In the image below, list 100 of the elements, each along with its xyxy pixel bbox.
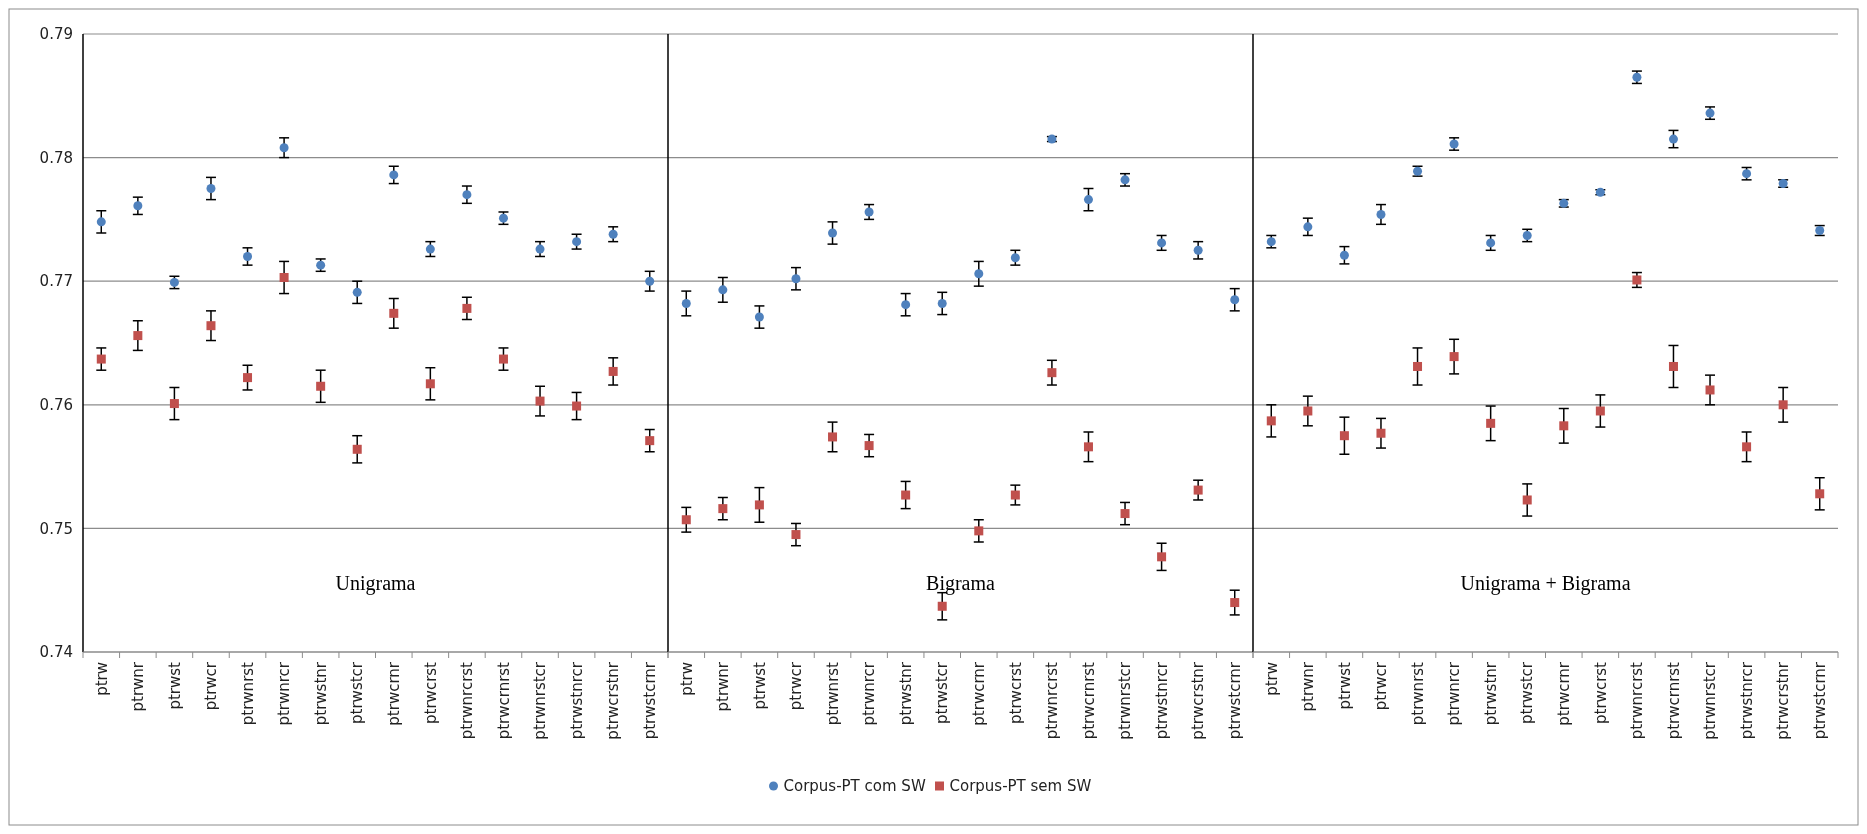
point <box>974 269 984 279</box>
x-tick-label: ptrwcrst <box>421 661 440 724</box>
point <box>791 530 801 540</box>
x-tick-label: ptrwstnrcr <box>1152 661 1171 740</box>
point <box>1632 275 1642 285</box>
point <box>243 251 253 261</box>
x-tick-label: ptrwstcrnr <box>1810 661 1829 740</box>
point <box>645 436 655 446</box>
x-tick-label: ptrw <box>677 662 696 696</box>
legend-label: Corpus-PT com SW <box>783 777 926 796</box>
x-tick-label: ptrwst <box>750 661 769 710</box>
point <box>1595 406 1605 416</box>
point <box>1193 245 1203 255</box>
x-tick-label: ptrwnrst <box>823 661 842 726</box>
point <box>572 401 582 411</box>
x-tick-label: ptrwcrnr <box>385 661 404 726</box>
point <box>608 366 618 376</box>
x-tick-label: ptrwnrstcr <box>1116 661 1135 740</box>
point <box>1083 195 1093 205</box>
point <box>754 500 764 510</box>
x-tick-label: ptrwstcr <box>1518 661 1537 724</box>
point <box>535 396 545 406</box>
x-tick-label: ptrwcrnrst <box>494 661 513 740</box>
x-tick-label: ptrw <box>92 662 111 696</box>
point <box>1010 490 1020 500</box>
y-tick-label: 0.79 <box>39 25 73 44</box>
point <box>243 373 253 383</box>
point <box>462 303 472 313</box>
x-tick-label: ptrwcrnrst <box>1079 661 1098 740</box>
point <box>1668 134 1678 144</box>
x-tick-label: ptrw <box>1262 662 1281 696</box>
point <box>1339 431 1349 441</box>
x-tick-label: ptrwnr <box>714 661 733 712</box>
point <box>1413 361 1423 371</box>
point <box>864 441 874 451</box>
point <box>1303 406 1313 416</box>
point <box>572 237 582 247</box>
point <box>352 444 362 454</box>
x-tick-label: ptrwstcrnr <box>640 661 659 740</box>
x-tick-label: ptrwnrst <box>238 661 257 726</box>
point <box>425 379 435 389</box>
x-tick-label: ptrwcrnrst <box>1664 661 1683 740</box>
point <box>206 184 216 193</box>
x-tick-label: ptrwnr <box>129 661 148 712</box>
x-tick-label: ptrwcrst <box>1591 661 1610 724</box>
point <box>1157 552 1167 562</box>
point <box>1705 385 1715 395</box>
x-tick-label: ptrwstnrcr <box>567 661 586 740</box>
point <box>645 276 655 286</box>
point <box>974 526 984 536</box>
x-tick-label: ptrwstnr <box>1481 661 1500 726</box>
y-tick-label: 0.77 <box>39 272 73 291</box>
point <box>169 399 179 409</box>
annotation: Bigrama <box>926 572 996 595</box>
point <box>1815 489 1825 499</box>
y-tick-label: 0.76 <box>39 396 73 415</box>
x-tick-label: ptrwcr <box>1372 661 1391 711</box>
point <box>1010 253 1020 263</box>
point <box>96 217 106 227</box>
x-tick-label: ptrwnr <box>1299 661 1318 712</box>
point <box>389 308 399 318</box>
point <box>352 287 362 297</box>
point <box>754 312 764 322</box>
point <box>133 201 143 211</box>
point <box>1047 368 1057 378</box>
x-tick-label: ptrwstcrnr <box>1225 661 1244 740</box>
x-tick-label: ptrwnrstcr <box>1701 661 1720 740</box>
point <box>1157 238 1167 248</box>
x-tick-label: ptrwstnr <box>311 661 330 726</box>
x-tick-label: ptrwcrstnr <box>1774 661 1793 740</box>
annotation: Unigrama <box>335 572 416 595</box>
x-tick-label: ptrwstcr <box>348 661 367 724</box>
point <box>1486 418 1496 428</box>
point <box>279 272 289 282</box>
point <box>1486 238 1496 248</box>
x-tick-label: ptrwnrcrst <box>1043 661 1062 740</box>
x-tick-label: ptrwcrnr <box>970 661 989 726</box>
point <box>279 143 289 153</box>
point <box>937 601 947 611</box>
x-tick-label: ptrwcr <box>787 661 806 711</box>
annotation: Unigrama + Bigrama <box>1460 572 1631 595</box>
point <box>864 207 874 217</box>
x-tick-label: ptrwcr <box>202 661 221 711</box>
x-tick-label: ptrwcrstnr <box>604 661 623 740</box>
point <box>133 331 143 341</box>
point <box>791 274 801 284</box>
point <box>1230 295 1240 305</box>
x-tick-label: ptrwnrcrst <box>458 661 477 740</box>
x-tick-label: ptrwstcr <box>933 661 952 724</box>
x-tick-label: ptrwst <box>165 661 184 710</box>
x-tick-label: ptrwstnr <box>896 661 915 726</box>
point <box>498 354 508 364</box>
x-tick-label: ptrwnrst <box>1408 661 1427 726</box>
point <box>1559 421 1569 431</box>
x-tick-label: ptrwnrstcr <box>531 661 550 740</box>
point <box>1303 222 1313 232</box>
point <box>1266 416 1276 426</box>
point <box>1376 428 1386 438</box>
x-tick-label: ptrwnrcr <box>1445 661 1464 726</box>
point <box>608 229 618 239</box>
